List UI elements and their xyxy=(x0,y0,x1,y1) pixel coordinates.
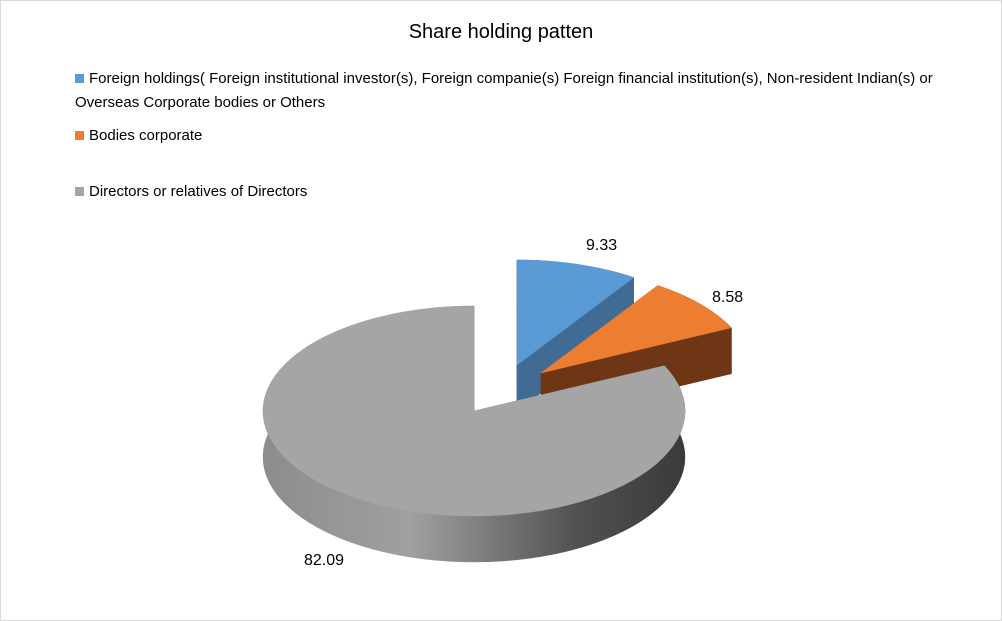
chart-title: Share holding patten xyxy=(408,21,594,43)
data-label-foreign: 9.33 xyxy=(586,237,618,254)
legend-label: Bodies corporate xyxy=(89,127,203,144)
pie-slice-2 xyxy=(262,305,686,517)
pie-slice-0 xyxy=(516,259,635,366)
legend-item-bodies-corporate: Bodies corporate xyxy=(75,124,955,148)
pie-slice-1 xyxy=(540,285,732,374)
legend-swatch xyxy=(75,187,84,196)
data-label-directors: 82.09 xyxy=(304,552,345,569)
legend-item-directors: Directors or relatives of Directors xyxy=(75,180,955,204)
data-label-bodies-corporate: 8.58 xyxy=(712,289,744,306)
legend-swatch xyxy=(75,131,84,140)
legend-item-foreign-holdings: Foreign holdings( Foreign institutional … xyxy=(75,67,955,115)
legend-label: Directors or relatives of Directors xyxy=(89,183,308,200)
legend-label: Foreign holdings( Foreign institutional … xyxy=(75,70,933,111)
legend-swatch xyxy=(75,74,84,83)
